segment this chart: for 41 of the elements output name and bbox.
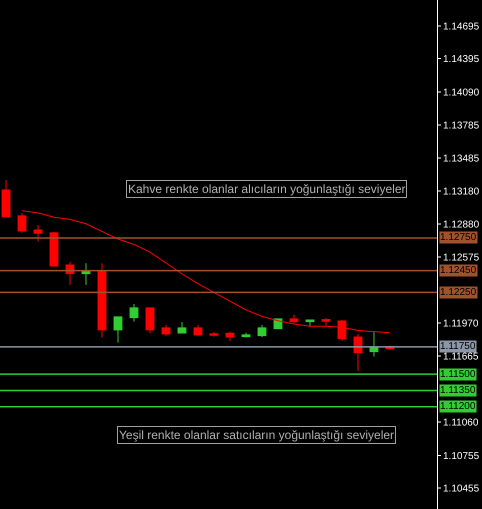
ref-line-label: 1.12750 [440, 232, 477, 243]
candlestick [226, 331, 234, 342]
candlestick [82, 262, 90, 286]
candlestick [130, 303, 138, 322]
y-tick-label: 1.14395 [443, 54, 480, 66]
ref-line-label: 1.11200 [440, 401, 476, 412]
y-tick-label: 1.11665 [443, 352, 479, 363]
candlestick [98, 262, 106, 338]
y-tick-label: 1.14695 [443, 22, 480, 33]
y-tick-label: 1.14090 [443, 87, 480, 98]
ref-line-label: 1.11750 [440, 341, 476, 352]
y-tick-label: 1.11060 [443, 418, 479, 429]
y-tick-label: 1.13785 [443, 120, 480, 132]
ref-line-label: 1.11500 [440, 369, 476, 380]
candlestick [306, 319, 314, 328]
y-tick-label: 1.12575 [443, 252, 480, 264]
candlestick [194, 324, 202, 336]
ref-line-label: 1.11350 [440, 385, 476, 396]
candlestick [114, 316, 122, 344]
candlestick [18, 212, 26, 234]
candlestick [34, 224, 42, 242]
y-tick-label: 1.10455 [443, 483, 480, 494]
y-tick-label: 1.13180 [443, 186, 480, 198]
ref-line-label: 1.12250 [440, 287, 477, 298]
candlestick [290, 314, 298, 324]
candlestick [146, 307, 154, 334]
y-tick-label: 1.11970 [443, 318, 479, 330]
candlestick [162, 324, 170, 336]
candlestick [2, 179, 10, 218]
annotation: Kahve renkte olanlar alıcıların yoğunlaştığı seviyeler [128, 182, 406, 196]
candlestick [354, 333, 362, 372]
ref-line-label: 1.12450 [440, 265, 477, 276]
y-tick-label: 1.12880 [443, 219, 480, 230]
y-tick-label: 1.10755 [443, 450, 480, 462]
candlestick [370, 331, 378, 358]
candlestick [258, 324, 266, 338]
annotation: Yeşil renkte olanlar satıcıların yoğunlaştığı seviyeler [119, 428, 394, 442]
y-tick-label: 1.13485 [443, 153, 480, 164]
candlestick [322, 317, 330, 326]
candlestick [178, 321, 186, 334]
candlestick [50, 231, 58, 268]
